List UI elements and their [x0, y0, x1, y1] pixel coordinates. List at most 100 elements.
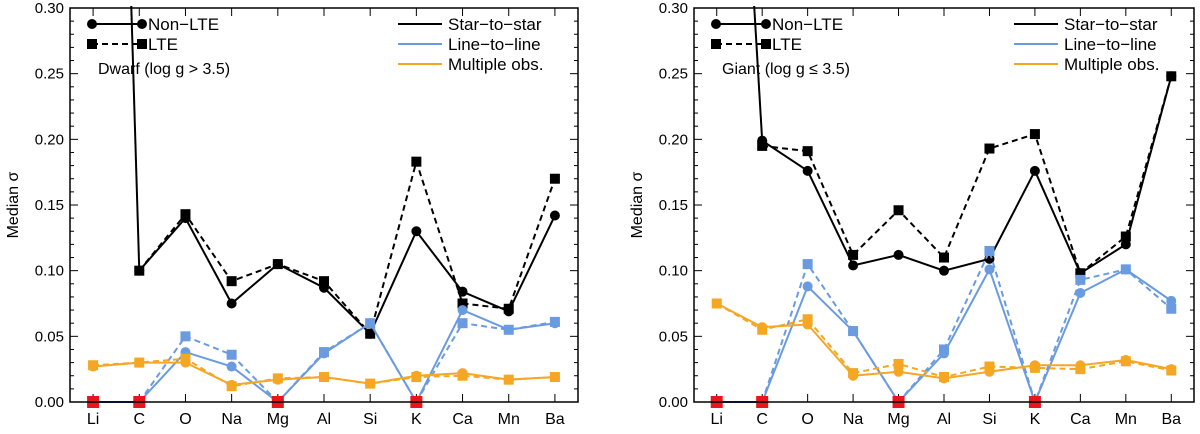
y-tick-label: 0.10 — [35, 263, 64, 280]
x-tick-label: Mg — [887, 411, 909, 428]
x-tick-label: Si — [982, 411, 996, 428]
series-point-star — [1029, 165, 1040, 176]
series-point-line — [802, 259, 813, 270]
series-point-multiple — [893, 358, 904, 369]
series-point-multiple — [1120, 356, 1131, 367]
series-line-line-lte — [761, 248, 1172, 406]
series-point-star — [1029, 129, 1040, 140]
series-point-star — [549, 173, 560, 184]
series-point-multiple — [272, 373, 283, 384]
x-tick-label: Mg — [267, 411, 289, 428]
x-tick-label: Ca — [1070, 411, 1091, 428]
legend-label-2: Multiple obs. — [448, 55, 543, 74]
series-point-star — [549, 210, 560, 221]
series-point-line — [1075, 274, 1086, 285]
series-point-line — [984, 245, 995, 256]
series-point-multiple — [1166, 365, 1177, 376]
series-point-line — [503, 324, 514, 335]
series-point-star — [757, 140, 768, 151]
panel-annotation: Dwarf (log g > 3.5) — [98, 61, 230, 78]
x-tick-label: Na — [843, 411, 864, 428]
series-point-multiple — [88, 360, 99, 371]
legend-marker-nlte-a — [87, 19, 97, 29]
x-tick-label: Ba — [1161, 411, 1181, 428]
series-line-star-nlte — [138, 215, 556, 336]
series-point-multiple — [802, 314, 813, 325]
series-point-line — [319, 347, 329, 358]
series-point-line — [802, 281, 813, 292]
x-tick-label: O — [179, 411, 191, 428]
chart-panel-left: 0.00 0.05 0.10 0.15 0.20 0.25 0.30 Li C O Na Mg Al Si… — [5, 0, 579, 428]
series-point-star — [1120, 231, 1131, 242]
panel-annotation: Giant (log g ≤ 3.5) — [722, 61, 850, 78]
x-tick-label: Mn — [498, 411, 520, 428]
series-point-star — [939, 265, 949, 276]
legend-marker-lte-a — [711, 39, 721, 49]
series-point-multiple — [848, 368, 859, 379]
legend-label-0: Star−to−star — [448, 15, 542, 34]
plot-frame — [693, 7, 1195, 403]
series-line-star-lte — [138, 158, 556, 336]
offscale-line-li — [753, 5, 764, 141]
series-point-line — [1120, 264, 1131, 275]
series-point-star — [848, 249, 859, 260]
series-point-multiple — [503, 374, 514, 385]
series-line-multiple-nlte — [716, 302, 1172, 380]
series-point-star — [802, 146, 813, 157]
x-tick-label: O — [801, 411, 813, 428]
series-point-multiple — [180, 353, 191, 364]
series-point-line — [939, 344, 949, 355]
x-tick-label: Na — [221, 411, 242, 428]
legend-label-nlte: Non−LTE — [772, 15, 843, 34]
series-point-star — [226, 298, 237, 309]
series-point-multiple — [411, 372, 422, 383]
x-tick-label: Ba — [545, 411, 565, 428]
series-point-multiple — [134, 357, 145, 368]
series-point-multiple — [226, 381, 237, 392]
series-point-star — [319, 276, 329, 287]
series-point-multiple — [549, 372, 560, 383]
series-point-multiple — [757, 324, 768, 335]
series-point-line — [365, 318, 376, 329]
x-tick-label: C — [133, 411, 145, 428]
series-line-multiple-lte — [716, 302, 1172, 379]
series-point-line — [457, 318, 468, 329]
series-point-star — [180, 209, 191, 220]
y-tick-label: 0.00 — [659, 394, 688, 411]
series-point-line — [180, 331, 191, 342]
series-line-star-lte — [762, 76, 1173, 275]
series-point-star — [1075, 268, 1086, 279]
series-point-line — [1075, 287, 1086, 298]
series-point-star — [365, 328, 376, 339]
y-tick-label: 0.25 — [35, 66, 64, 83]
y-tick-label: 0.10 — [659, 263, 688, 280]
y-axis-label: Median σ — [5, 171, 22, 238]
x-tick-label: Ca — [452, 411, 473, 428]
y-tick-label: 0.25 — [659, 66, 688, 83]
y-tick-label: 0.15 — [35, 197, 64, 214]
series-point-multiple — [984, 361, 995, 372]
series-point-multiple — [365, 378, 376, 389]
legend-marker-lte-b — [137, 39, 147, 49]
series-point-multiple — [893, 366, 904, 377]
series-point-star — [893, 205, 904, 216]
series-point-star — [893, 249, 904, 260]
legend-marker-lte-a — [87, 39, 97, 49]
legend-marker-lte-b — [761, 39, 771, 49]
legend-label-lte: LTE — [148, 35, 178, 54]
x-tick-label: Si — [363, 411, 377, 428]
x-tick-label: Li — [711, 411, 723, 428]
y-tick-label: 0.30 — [35, 0, 64, 17]
x-tick-label: K — [411, 411, 422, 428]
series-point-line — [549, 316, 560, 327]
series-point-line — [226, 349, 237, 360]
offscale-line-li — [130, 5, 141, 271]
series-point-star — [1166, 71, 1177, 82]
legend-label-lte: LTE — [772, 35, 802, 54]
series-line-line-nlte — [138, 308, 556, 405]
series-point-multiple — [1029, 362, 1040, 373]
series-point-star — [1120, 239, 1131, 250]
x-tick-label: K — [1030, 411, 1041, 428]
series-point-star — [226, 276, 237, 287]
